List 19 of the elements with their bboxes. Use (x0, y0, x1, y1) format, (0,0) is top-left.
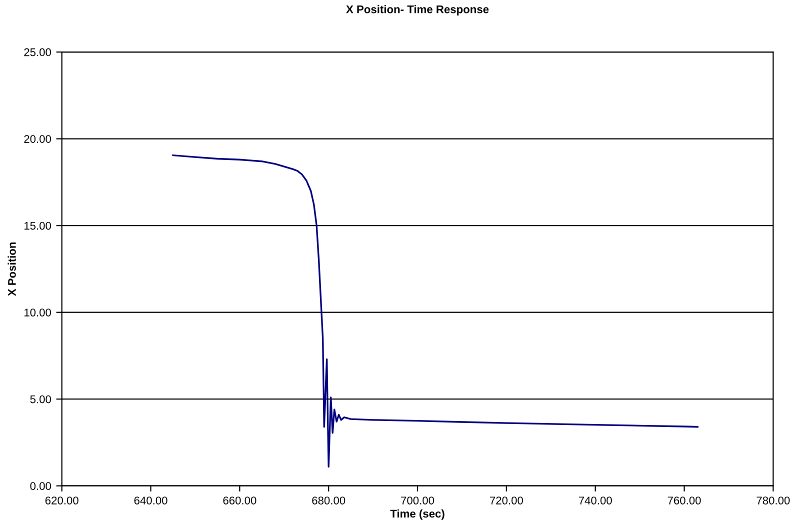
line-series (172, 154, 698, 468)
y-axis-title: X Position (8, 242, 16, 296)
y-tick-label: 5.00 (30, 395, 52, 404)
x-axis-title: Time (sec) (390, 509, 444, 520)
x-tick-label: 780.00 (756, 496, 790, 504)
y-tick-label: 20.00 (24, 135, 52, 143)
x-tick-label: 700.00 (401, 496, 434, 504)
x-tick-label: 720.00 (490, 496, 523, 504)
x-tick-label: 760.00 (668, 496, 701, 504)
y-tick-label: 0.00 (30, 482, 52, 490)
x-tick-label: 620.00 (45, 496, 78, 504)
x-tick-label: 740.00 (578, 496, 612, 504)
x-tick-label: 660.00 (223, 496, 256, 504)
x-tick-label: 680.00 (312, 496, 346, 504)
chart-title: X Position- Time Response (346, 5, 489, 16)
y-tick-label: 15.00 (24, 222, 52, 230)
y-tick-label: 25.00 (24, 48, 52, 56)
x-tick-label: 640.00 (134, 496, 168, 504)
y-tick-label: 10.00 (24, 308, 52, 316)
